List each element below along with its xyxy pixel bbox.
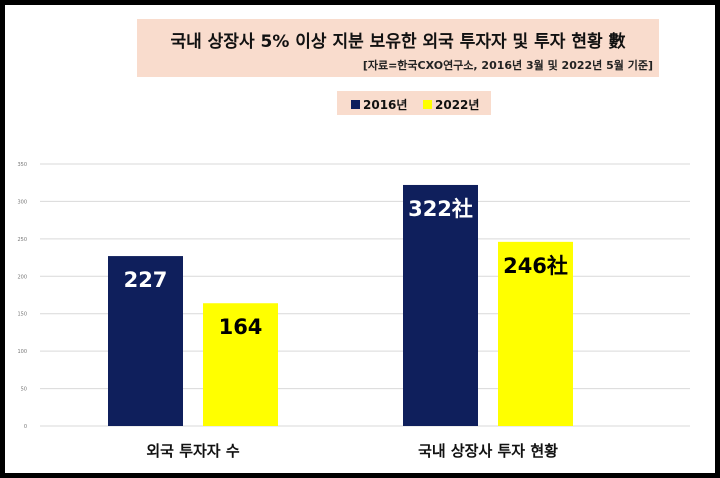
y-tick-label-150: 150 bbox=[17, 312, 27, 318]
y-tick-label-250: 250 bbox=[17, 237, 27, 243]
bar-0-0 bbox=[108, 256, 183, 426]
chart-subtitle: [자료=한국CXO연구소, 2016년 3월 및 2022년 5월 기준] bbox=[362, 59, 653, 72]
legend-label-2022: 2022년 bbox=[435, 98, 480, 112]
data-label-0-0: 227 bbox=[124, 268, 168, 292]
y-tick-label-200: 200 bbox=[17, 274, 27, 280]
bar-0-1 bbox=[403, 184, 478, 426]
y-tick-label-0: 0 bbox=[24, 424, 27, 430]
data-label-1-0: 164 bbox=[219, 315, 263, 339]
legend-item-2016: 2016년 bbox=[351, 96, 407, 113]
category-label-0: 외국 투자자 수 bbox=[146, 442, 239, 460]
legend-swatch-2016 bbox=[351, 100, 360, 109]
category-label-1: 국내 상장사 투자 현황 bbox=[418, 442, 558, 460]
data-label-0-1: 322社 bbox=[408, 197, 473, 221]
legend-swatch-2022 bbox=[423, 100, 432, 109]
chart-title: 국내 상장사 5% 이상 지분 보유한 외국 투자자 및 투자 현황 數 bbox=[170, 32, 626, 52]
y-tick-label-50: 50 bbox=[21, 387, 27, 393]
data-label-1-1: 246社 bbox=[503, 254, 568, 278]
bar-1-1 bbox=[498, 241, 573, 426]
y-tick-label-100: 100 bbox=[17, 349, 27, 355]
title-banner: 국내 상장사 5% 이상 지분 보유한 외국 투자자 및 투자 현황 數 [자료… bbox=[137, 19, 659, 77]
legend-label-2016: 2016년 bbox=[363, 98, 408, 112]
y-tick-label-300: 300 bbox=[17, 199, 27, 205]
bar-1-0 bbox=[203, 303, 278, 426]
legend-item-2022: 2022년 bbox=[423, 96, 479, 113]
y-tick-label-350: 350 bbox=[17, 162, 27, 168]
legend: 2016년 2022년 bbox=[337, 91, 491, 115]
